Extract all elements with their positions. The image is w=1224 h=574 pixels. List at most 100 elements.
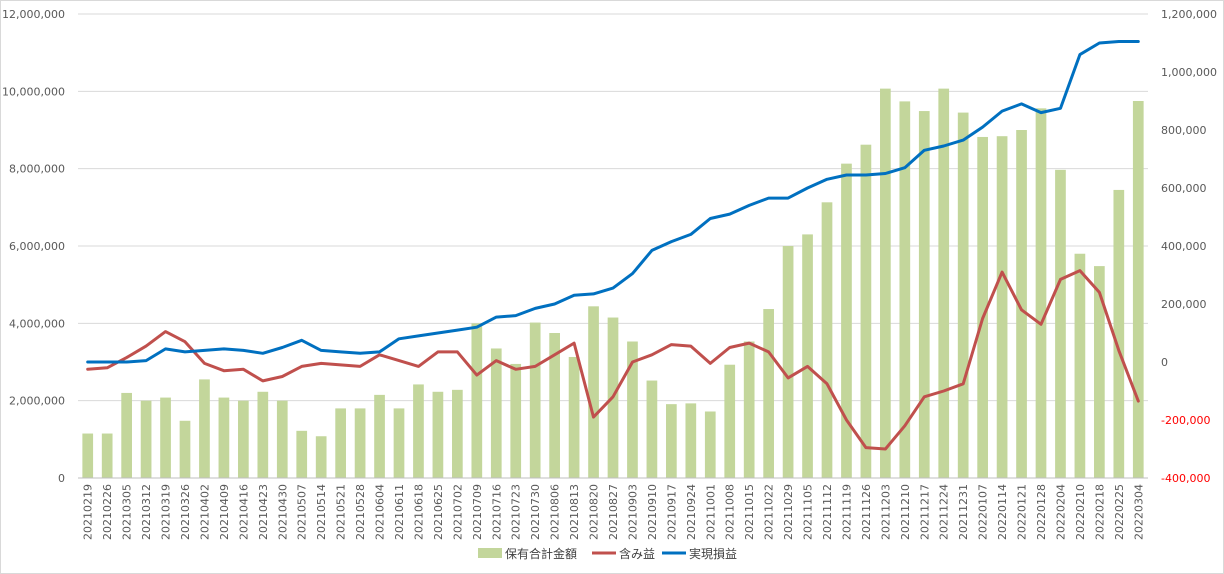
- right-tick-label: 1,000,000: [1161, 66, 1217, 79]
- right-tick-label: 600,000: [1161, 182, 1207, 195]
- x-tick-label: 20211210: [899, 484, 912, 540]
- bar: [841, 163, 852, 478]
- right-tick-label: 200,000: [1161, 298, 1207, 311]
- right-tick-label: 1,200,000: [1161, 8, 1217, 21]
- x-tick-label: 20211112: [821, 484, 834, 540]
- x-tick-label: 20210611: [393, 484, 406, 540]
- x-tick-label: 20211203: [879, 484, 892, 540]
- x-tick-label: 20210709: [471, 484, 484, 540]
- x-tick-label: 20210319: [160, 484, 173, 540]
- bar: [179, 420, 191, 478]
- bar: [238, 400, 249, 478]
- left-tick-label: 4,000,000: [9, 317, 65, 330]
- x-tick-label: 20210618: [412, 484, 425, 540]
- left-tick-label: 8,000,000: [9, 163, 65, 176]
- bar: [1035, 108, 1047, 478]
- x-tick-label: 20211001: [704, 484, 717, 540]
- x-tick-label: 20210430: [276, 484, 289, 540]
- bar: [160, 397, 171, 478]
- bar: [938, 88, 950, 479]
- bar: [1074, 253, 1086, 478]
- bar: [685, 403, 697, 478]
- bar: [627, 341, 638, 478]
- right-tick-label: 800,000: [1161, 124, 1207, 137]
- x-tick-label: 20210730: [529, 484, 542, 540]
- bar: [257, 391, 269, 478]
- bar: [996, 136, 1008, 479]
- bar: [296, 430, 308, 478]
- x-tick-label: 20210604: [374, 484, 387, 540]
- bar: [782, 246, 794, 478]
- x-tick-label: 20220121: [1016, 484, 1029, 540]
- right-tick-label: 400,000: [1161, 240, 1207, 253]
- line-series-group: [86, 40, 1140, 451]
- left-tick-label: 12,000,000: [2, 8, 65, 21]
- bar: [1055, 169, 1066, 478]
- x-tick-label: 20220218: [1093, 484, 1106, 540]
- bar: [218, 397, 230, 478]
- series-line: [86, 40, 1140, 364]
- x-tick-label: 20210312: [140, 484, 153, 540]
- bar: [432, 391, 444, 478]
- bar: [335, 408, 346, 478]
- x-tick-label: 20211008: [724, 484, 737, 540]
- x-tick-label: 20210521: [335, 484, 348, 540]
- bar: [510, 363, 522, 478]
- x-tick-label: 20210716: [490, 484, 503, 540]
- legend: 保有合計金額 含み益 実現損益: [478, 546, 737, 561]
- x-tick-label: 20210820: [588, 484, 601, 540]
- x-tick-label: 20210226: [101, 484, 114, 540]
- x-tick-label: 20210806: [549, 484, 562, 540]
- x-tick-label: 20210723: [510, 484, 523, 540]
- x-tick-label: 20210507: [296, 484, 309, 540]
- legend-label: 含み益: [619, 546, 655, 561]
- bar: [140, 400, 152, 478]
- bar: [666, 404, 677, 478]
- x-tick-label: 20210924: [685, 484, 698, 540]
- bar: [899, 101, 911, 479]
- x-tick-label: 20210409: [218, 484, 231, 540]
- x-tick-label: 20210903: [626, 484, 639, 540]
- right-tick-label: -400,000: [1161, 472, 1210, 485]
- bar: [957, 112, 969, 478]
- bar: [880, 88, 891, 479]
- bar: [646, 380, 658, 478]
- x-axis-ticks: 20210219 20210226 20210305 20210312 20210319…: [82, 484, 1146, 540]
- right-tick-label: 0: [1161, 356, 1168, 369]
- bar: [82, 433, 94, 478]
- x-tick-label: 20210917: [665, 484, 678, 540]
- bar: [1132, 101, 1144, 478]
- bar: [724, 364, 736, 478]
- x-tick-label: 20210813: [568, 484, 581, 540]
- bar: [549, 333, 560, 478]
- x-tick-label: 20211015: [743, 484, 756, 540]
- bar: [588, 306, 599, 478]
- bar: [821, 202, 833, 478]
- legend-label: 保有合計金額: [505, 546, 577, 561]
- bar: [918, 111, 930, 478]
- left-tick-label: 6,000,000: [9, 240, 65, 253]
- x-tick-label: 20220225: [1113, 484, 1126, 540]
- bar: [490, 348, 502, 478]
- x-tick-label: 20220128: [1035, 484, 1048, 540]
- legend-label: 実現損益: [689, 546, 737, 561]
- legend-swatch-bar: [478, 548, 502, 558]
- bar: [276, 400, 288, 478]
- bar: [452, 389, 463, 478]
- x-tick-label: 20210423: [257, 484, 270, 540]
- series-line: [86, 269, 1140, 451]
- bar: [393, 408, 405, 478]
- bar-series-holdings: [82, 88, 1144, 479]
- x-tick-label: 20211119: [840, 484, 853, 540]
- x-tick-label: 20210827: [607, 484, 620, 540]
- x-tick-label: 20210910: [646, 484, 659, 540]
- x-tick-label: 20210514: [315, 484, 328, 540]
- x-tick-label: 20220210: [1074, 484, 1087, 540]
- bar: [121, 392, 132, 478]
- x-tick-label: 20211105: [802, 484, 815, 540]
- gridlines: [78, 13, 1148, 402]
- bar: [101, 433, 113, 478]
- x-tick-label: 20210625: [432, 484, 445, 540]
- x-tick-label: 20210305: [121, 484, 134, 540]
